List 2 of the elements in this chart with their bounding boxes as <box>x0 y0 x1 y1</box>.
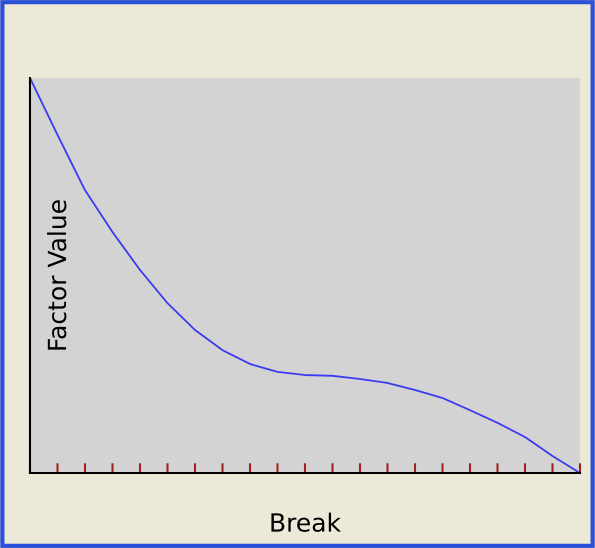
x-axis-title: Break <box>271 512 341 532</box>
y-axis-title: Factor Value <box>47 200 66 350</box>
